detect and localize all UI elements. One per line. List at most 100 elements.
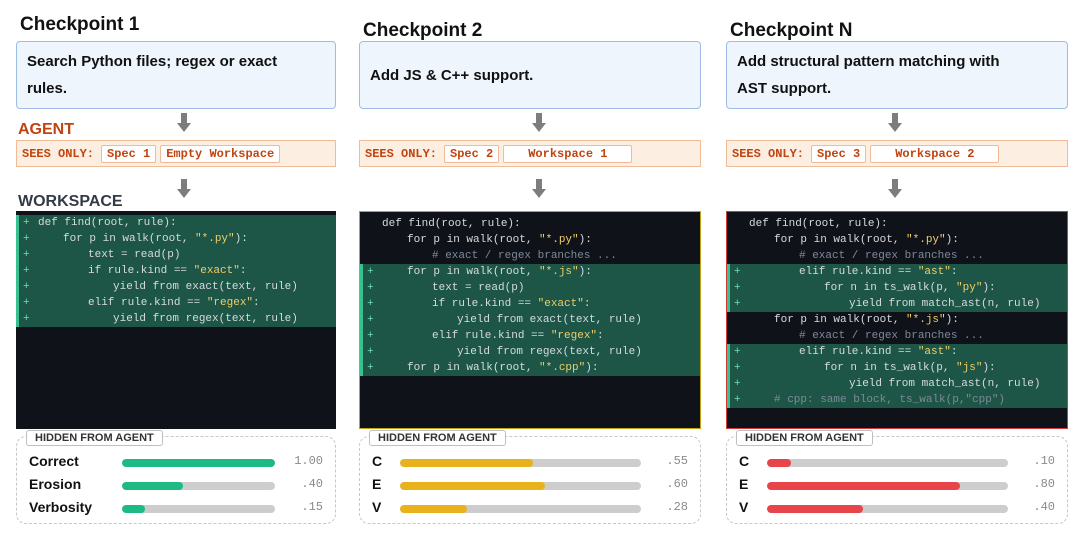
code-line-added: + text = read(p) (16, 247, 336, 263)
metric-label: E (739, 476, 749, 492)
diff-plus-icon: + (734, 266, 741, 278)
spec-box: Add JS & C++ support. (359, 41, 701, 109)
code-text: yield from match_ast(n, rule) (849, 298, 1041, 310)
code-line-added: + elif rule.kind == "ast": (727, 264, 1067, 280)
metric-row: E .60 (360, 474, 700, 496)
metric-bar-fill (122, 482, 184, 490)
code-line-added: + for p in walk(root, "*.py"): (16, 231, 336, 247)
down-arrow-icon (888, 113, 902, 133)
sees-chip-workspace: Empty Workspace (160, 144, 281, 163)
code-text: yield from regex(text, rule) (457, 346, 642, 358)
diff-plus-icon: + (367, 362, 374, 374)
code-line-added: + elif rule.kind == "ast": (727, 344, 1067, 360)
code-text: yield from exact(text, rule) (113, 281, 298, 293)
code-line-added: + for p in walk(root, "*.cpp"): (360, 360, 700, 376)
metric-row: C .55 (360, 451, 700, 473)
code-line-added: + yield from regex(text, rule) (360, 344, 700, 360)
code-line: for p in walk(root, "*.py"): (360, 232, 700, 248)
code-text: text = read(p) (432, 282, 525, 294)
metric-row: E .80 (727, 474, 1067, 496)
diff-plus-icon: + (367, 266, 374, 278)
code-text: if rule.kind == "exact": (432, 298, 591, 310)
metric-value: .60 (666, 477, 688, 491)
sees-only-bar: SEES ONLY: Spec 1 Empty Workspace (16, 140, 336, 167)
metric-label: Correct (29, 453, 79, 469)
hidden-from-agent-tag: HIDDEN FROM AGENT (26, 430, 163, 446)
code-text: for p in walk(root, "*.py"): (407, 234, 592, 246)
code-panel: + def find(root, rule): + for p in walk(roo… (16, 211, 336, 429)
metric-label: Erosion (29, 476, 82, 492)
checkpoint-1-column: Checkpoint 1 Search Python files; regex … (16, 0, 336, 542)
metric-value: .10 (1033, 454, 1055, 468)
metric-label: Verbosity (29, 499, 93, 515)
code-text: yield from exact(text, rule) (457, 314, 642, 326)
metric-bar-track (122, 459, 275, 467)
code-text: elif rule.kind == "regex": (432, 330, 604, 342)
metric-value: 1.00 (294, 454, 323, 468)
metric-bar-fill (122, 459, 275, 467)
code-text: def find(root, rule): (382, 218, 521, 230)
metric-value: .55 (666, 454, 688, 468)
code-text: for n in ts_walk(p, "py"): (824, 282, 996, 294)
sees-only-prefix: SEES ONLY: (732, 146, 805, 161)
checkpoint-2-column: Checkpoint 2 Add JS & C++ support. SEES … (359, 0, 701, 542)
metric-bar-fill (767, 505, 864, 513)
diff-plus-icon: + (367, 330, 374, 342)
code-text: yield from regex(text, rule) (113, 313, 298, 325)
code-line-added: + yield from regex(text, rule) (16, 311, 336, 327)
workspace-label: WORKSPACE (18, 193, 123, 210)
metric-value: .40 (1033, 500, 1055, 514)
code-text: for p in walk(root, "*.js"): (774, 314, 959, 326)
diff-plus-icon: + (23, 313, 30, 325)
code-line-added: + for n in ts_walk(p, "js"): (727, 360, 1067, 376)
metric-value: .28 (666, 500, 688, 514)
sees-chip-spec: Spec 2 (444, 144, 500, 163)
down-arrow-icon (532, 113, 546, 133)
checkpoint-title: Checkpoint 1 (20, 14, 140, 35)
metric-bar-fill (767, 459, 792, 467)
metric-bar-track (400, 459, 641, 467)
spec-line: Add structural pattern matching with (737, 53, 1000, 70)
code-text: for p in walk(root, "*.py"): (63, 233, 248, 245)
code-line-added: + if rule.kind == "exact": (16, 263, 336, 279)
metric-bar-fill (122, 505, 145, 513)
metric-row: V .40 (727, 497, 1067, 519)
code-line: def find(root, rule): (727, 216, 1067, 232)
code-text: elif rule.kind == "ast": (799, 266, 958, 278)
code-line: for p in walk(root, "*.js"): (727, 312, 1067, 328)
agent-label: AGENT (18, 121, 74, 138)
code-panel: def find(root, rule): for p in walk(root,… (726, 211, 1068, 429)
metric-bar-track (767, 482, 1008, 490)
code-text: # exact / regex branches ... (432, 250, 617, 262)
metric-row: Verbosity .15 (17, 497, 335, 519)
metric-value: .15 (301, 500, 323, 514)
hidden-from-agent-tag: HIDDEN FROM AGENT (736, 430, 873, 446)
hidden-metrics-box: HIDDEN FROM AGENT C .10 E .80 V .40 (726, 430, 1068, 524)
metric-bar-track (767, 459, 1008, 467)
checkpoint-title: Checkpoint 2 (363, 20, 483, 41)
code-line: # exact / regex branches ... (360, 248, 700, 264)
diff-plus-icon: + (23, 281, 30, 293)
code-text: # exact / regex branches ... (799, 330, 984, 342)
code-line: def find(root, rule): (360, 216, 700, 232)
sees-only-bar: SEES ONLY: Spec 2 Workspace 1 (359, 140, 701, 167)
code-line-added: + def find(root, rule): (16, 215, 336, 231)
code-text: for p in walk(root, "*.py"): (774, 234, 959, 246)
code-text: text = read(p) (88, 249, 181, 261)
code-text: if rule.kind == "exact": (88, 265, 247, 277)
code-line-added: + yield from exact(text, rule) (360, 312, 700, 328)
checkpoint-n-column: Checkpoint N Add structural pattern matc… (726, 0, 1068, 542)
code-line-added: + elif rule.kind == "regex": (360, 328, 700, 344)
spec-line: Add JS & C++ support. (370, 66, 534, 84)
metric-value: .40 (301, 477, 323, 491)
code-text: # cpp: same block, ts_walk(p,"cpp") (774, 394, 1006, 406)
spec-line: AST support. (737, 80, 832, 97)
diff-plus-icon: + (734, 362, 741, 374)
code-line-added: + yield from match_ast(n, rule) (727, 296, 1067, 312)
metric-value: .80 (1033, 477, 1055, 491)
diff-plus-icon: + (734, 394, 741, 406)
hidden-metrics-box: HIDDEN FROM AGENT Correct 1.00 Erosion .… (16, 430, 336, 524)
code-line-added: + elif rule.kind == "regex": (16, 295, 336, 311)
metric-label: E (372, 476, 382, 492)
diff-plus-icon: + (734, 346, 741, 358)
